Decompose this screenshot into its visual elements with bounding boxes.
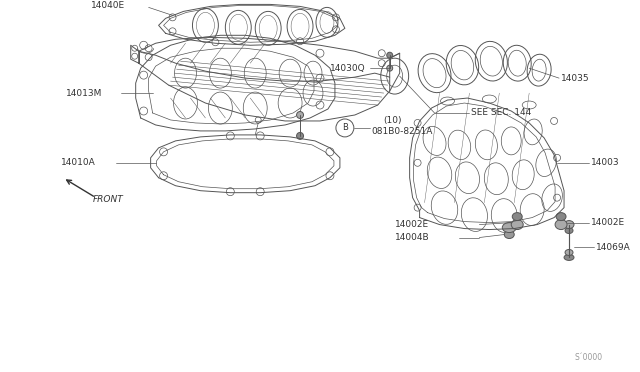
- Circle shape: [296, 132, 303, 140]
- Text: (10): (10): [384, 116, 402, 125]
- Text: B: B: [342, 124, 348, 132]
- Text: 14035: 14035: [561, 74, 589, 83]
- Text: 14069A: 14069A: [596, 243, 630, 252]
- Circle shape: [296, 112, 303, 118]
- Ellipse shape: [564, 254, 574, 260]
- Text: 081B0-8251A: 081B0-8251A: [372, 128, 433, 137]
- Ellipse shape: [565, 250, 573, 256]
- Text: 14003: 14003: [591, 158, 620, 167]
- Text: 14010A: 14010A: [61, 158, 96, 167]
- Ellipse shape: [512, 213, 522, 221]
- Ellipse shape: [564, 221, 574, 228]
- Circle shape: [387, 52, 393, 58]
- Ellipse shape: [504, 231, 514, 238]
- Ellipse shape: [565, 228, 573, 234]
- Text: 14030Q: 14030Q: [330, 64, 365, 73]
- Ellipse shape: [555, 219, 567, 230]
- Text: SEE SEC. 144: SEE SEC. 144: [472, 109, 532, 118]
- Ellipse shape: [556, 213, 566, 221]
- Text: S´0000: S´0000: [574, 353, 602, 362]
- Text: FRONT: FRONT: [93, 195, 124, 204]
- Text: 14013M: 14013M: [66, 89, 102, 97]
- Text: 14002E: 14002E: [395, 220, 429, 229]
- Ellipse shape: [511, 219, 524, 230]
- Text: 14004B: 14004B: [395, 233, 429, 242]
- Ellipse shape: [502, 222, 516, 232]
- Circle shape: [387, 65, 393, 71]
- Text: 14002E: 14002E: [591, 218, 625, 227]
- Text: 14040E: 14040E: [91, 1, 125, 10]
